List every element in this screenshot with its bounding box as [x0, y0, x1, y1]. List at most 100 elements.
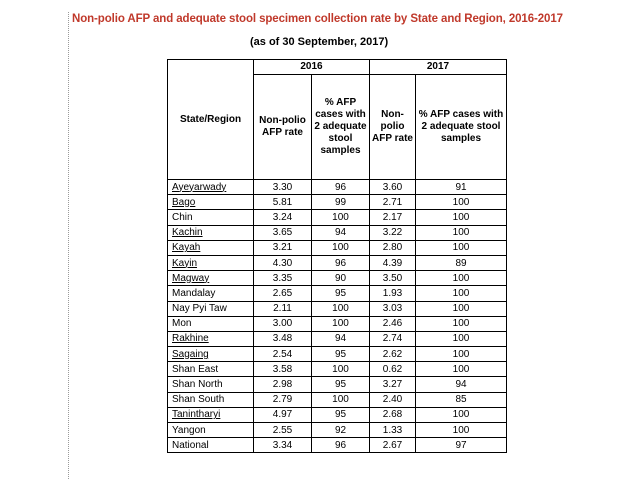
table-row: Rakhine 3.48 94 2.74 100	[167, 330, 507, 348]
region-cell: Chin	[167, 209, 254, 226]
afp-rate-2016-cell: 5.81	[253, 194, 312, 211]
afp-rate-2016-cell: 3.30	[253, 178, 312, 196]
stool-pct-2017-cell: 100	[415, 224, 507, 241]
region-cell: Tanintharyi	[167, 406, 254, 424]
table-row: Magway 3.35 90 3.50 100	[167, 270, 507, 287]
col-2016-stool-pct-header: % AFP cases with 2 adequate stool sample…	[311, 74, 370, 180]
region-cell: Kayin	[167, 254, 254, 272]
region-cell: Shan East	[167, 361, 254, 378]
col-2017-stool-pct-header: % AFP cases with 2 adequate stool sample…	[415, 74, 507, 180]
afp-rate-2017-cell: 2.62	[369, 346, 416, 363]
stool-pct-2016-cell: 95	[311, 406, 370, 424]
document-subtitle: (as of 30 September, 2017)	[250, 36, 389, 48]
afp-rate-2017-cell: 2.80	[369, 239, 416, 256]
afp-rate-2016-cell: 2.11	[253, 300, 312, 317]
stool-pct-2017-cell: 100	[415, 194, 507, 211]
stool-pct-2016-cell: 96	[311, 178, 370, 196]
table-row: Sagaing 2.54 95 2.62 100	[167, 346, 507, 363]
region-cell: Ayeyarwady	[167, 178, 254, 196]
stool-pct-2016-cell: 99	[311, 194, 370, 211]
afp-rate-2016-cell: 3.21	[253, 239, 312, 256]
stool-pct-2016-cell: 95	[311, 285, 370, 302]
region-cell: Yangon	[167, 421, 254, 439]
stool-pct-2016-cell: 100	[311, 209, 370, 226]
afp-rate-2017-cell: 0.62	[369, 361, 416, 378]
afp-rate-2017-cell: 3.27	[369, 376, 416, 393]
region-cell: Shan North	[167, 376, 254, 393]
stool-pct-2017-cell: 94	[415, 376, 507, 393]
region-cell: Nay Pyi Taw	[167, 300, 254, 317]
stool-pct-2016-cell: 96	[311, 437, 370, 454]
stool-pct-2017-cell: 100	[415, 285, 507, 302]
stool-pct-2017-cell: 89	[415, 254, 507, 272]
stool-pct-2016-cell: 92	[311, 421, 370, 439]
document-title: Non-polio AFP and adequate stool specime…	[72, 13, 563, 25]
table-row: Tanintharyi 4.97 95 2.68 100	[167, 406, 507, 424]
table-row: Bago 5.81 99 2.71 100	[167, 194, 507, 211]
table-row: Shan South 2.79 100 2.40 85	[167, 391, 507, 408]
table-row: Mandalay 2.65 95 1.93 100	[167, 285, 507, 302]
table-row: National 3.34 96 2.67 97	[167, 437, 507, 454]
region-cell: National	[167, 437, 254, 454]
afp-rate-2017-cell: 2.17	[369, 209, 416, 226]
afp-rate-2016-cell: 2.55	[253, 421, 312, 439]
stool-pct-2017-cell: 100	[415, 209, 507, 226]
afp-rate-2016-cell: 4.97	[253, 406, 312, 424]
afp-rate-2017-cell: 2.40	[369, 391, 416, 408]
stool-pct-2017-cell: 100	[415, 406, 507, 424]
afp-rate-2017-cell: 3.50	[369, 270, 416, 287]
afp-rate-2016-cell: 3.58	[253, 361, 312, 378]
stool-pct-2016-cell: 100	[311, 300, 370, 317]
table-row: Kayah 3.21 100 2.80 100	[167, 239, 507, 256]
stool-pct-2017-cell: 100	[415, 361, 507, 378]
afp-rate-2016-cell: 2.54	[253, 346, 312, 363]
afp-rate-2016-cell: 3.24	[253, 209, 312, 226]
region-cell: Magway	[167, 270, 254, 287]
stool-pct-2016-cell: 100	[311, 361, 370, 378]
region-cell: Mon	[167, 315, 254, 332]
table-row: Mon 3.00 100 2.46 100	[167, 315, 507, 332]
col-2016-afp-rate-header: Non-polio AFP rate	[253, 74, 312, 180]
region-column-header: State/Region	[167, 59, 254, 180]
afp-rate-2017-cell: 4.39	[369, 254, 416, 272]
stool-pct-2017-cell: 91	[415, 178, 507, 196]
table-row: Nay Pyi Taw 2.11 100 3.03 100	[167, 300, 507, 317]
table-row: Shan East 3.58 100 0.62 100	[167, 361, 507, 378]
afp-rate-2016-cell: 3.35	[253, 270, 312, 287]
stool-pct-2017-cell: 100	[415, 421, 507, 439]
region-cell: Kayah	[167, 239, 254, 256]
region-cell: Sagaing	[167, 346, 254, 363]
year-2017-header: 2017	[369, 59, 507, 75]
region-cell: Rakhine	[167, 330, 254, 348]
region-cell: Shan South	[167, 391, 254, 408]
col-2017-afp-rate-header: Non-polio AFP rate	[369, 74, 416, 180]
table-row: Yangon 2.55 92 1.33 100	[167, 421, 507, 439]
region-cell: Mandalay	[167, 285, 254, 302]
afp-rate-2017-cell: 2.46	[369, 315, 416, 332]
stool-pct-2016-cell: 96	[311, 254, 370, 272]
stool-pct-2017-cell: 100	[415, 300, 507, 317]
stool-pct-2017-cell: 85	[415, 391, 507, 408]
subheader-row: Non-polio AFP rate % AFP cases with 2 ad…	[168, 74, 507, 180]
stool-pct-2017-cell: 100	[415, 270, 507, 287]
year-2016-header: 2016	[253, 59, 370, 75]
stool-pct-2016-cell: 94	[311, 330, 370, 348]
stool-pct-2016-cell: 100	[311, 315, 370, 332]
afp-rate-table: State/Region 2016 2017 Non-polio AFP rat…	[167, 59, 507, 454]
afp-rate-2016-cell: 3.65	[253, 224, 312, 241]
afp-rate-2017-cell: 1.33	[369, 421, 416, 439]
afp-rate-2017-cell: 2.67	[369, 437, 416, 454]
year-header-row: State/Region 2016 2017	[167, 59, 507, 180]
table-row: Chin 3.24 100 2.17 100	[167, 209, 507, 226]
afp-rate-2016-cell: 2.98	[253, 376, 312, 393]
afp-rate-2016-cell: 2.79	[253, 391, 312, 408]
table-row: Kachin 3.65 94 3.22 100	[167, 224, 507, 241]
stool-pct-2017-cell: 100	[415, 239, 507, 256]
stool-pct-2016-cell: 90	[311, 270, 370, 287]
afp-rate-2016-cell: 3.00	[253, 315, 312, 332]
afp-rate-2017-cell: 2.74	[369, 330, 416, 348]
stool-pct-2016-cell: 95	[311, 346, 370, 363]
afp-rate-2017-cell: 3.22	[369, 224, 416, 241]
afp-rate-2016-cell: 2.65	[253, 285, 312, 302]
table-row: Shan North 2.98 95 3.27 94	[167, 376, 507, 393]
